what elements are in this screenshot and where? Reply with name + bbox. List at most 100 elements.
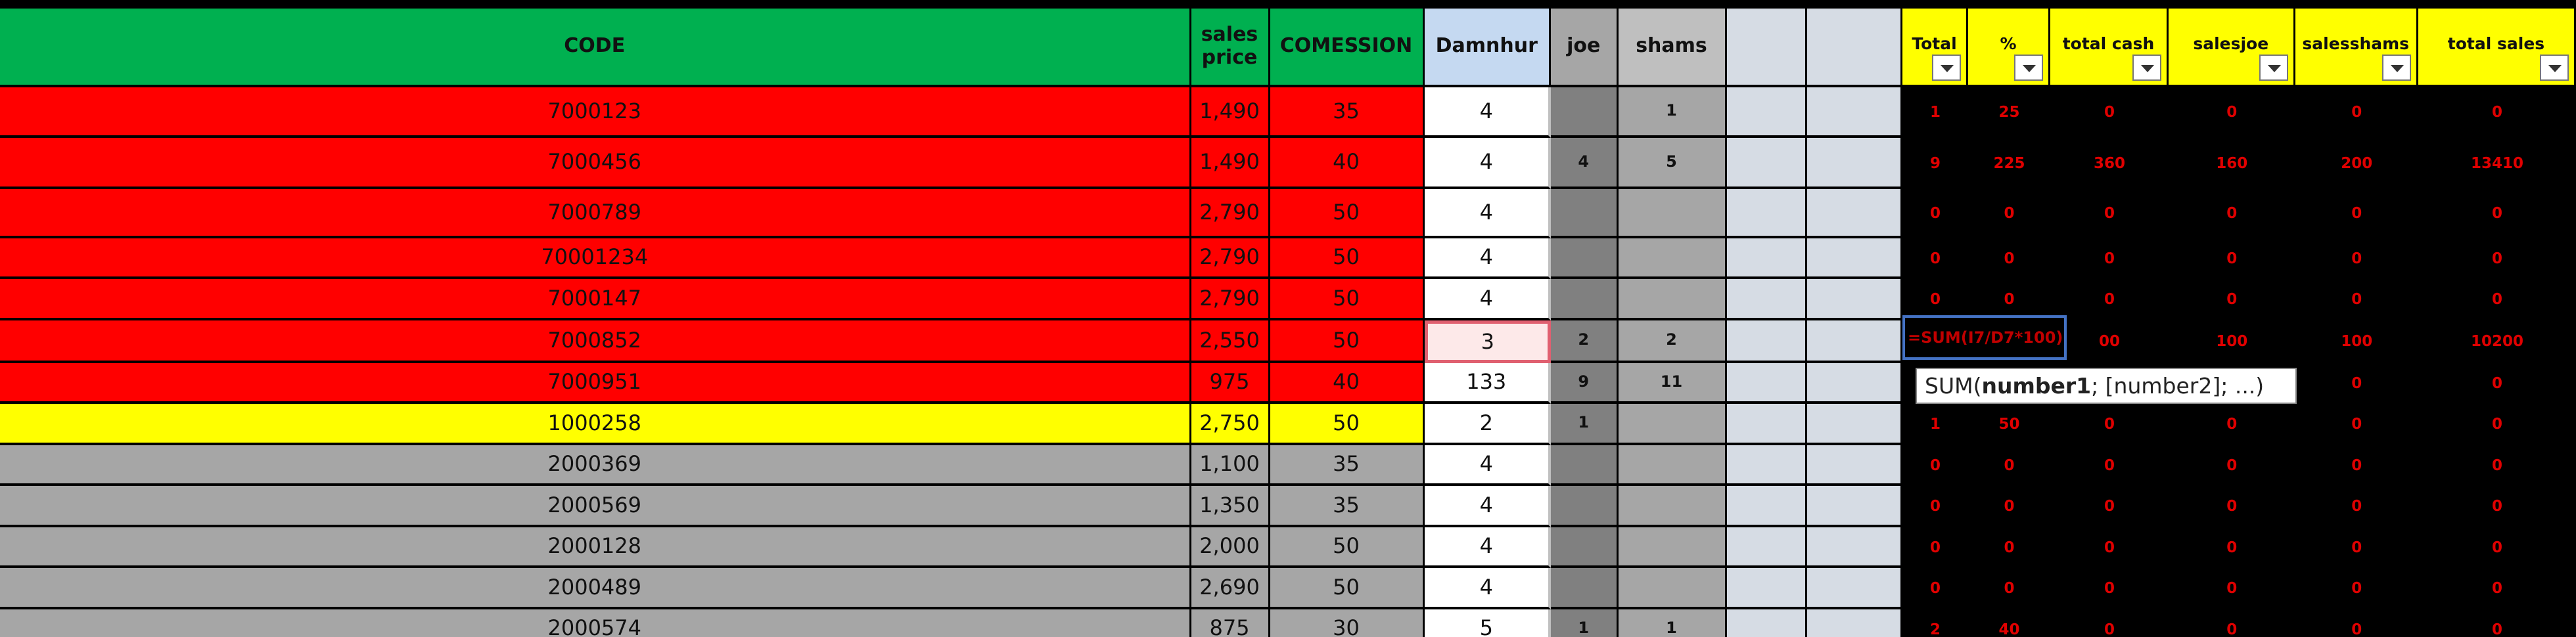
data-cell[interactable]: 4 [1424, 188, 1551, 238]
data-cell[interactable]: 100 [2295, 320, 2418, 363]
data-cell[interactable]: 875 [1191, 609, 1270, 637]
data-cell[interactable] [1807, 445, 1902, 486]
data-cell[interactable]: 0 [2169, 279, 2295, 320]
data-cell[interactable]: 0 [2418, 404, 2576, 445]
data-cell[interactable]: 0 [2295, 568, 2418, 609]
data-cell[interactable]: 2000369 [0, 445, 1191, 486]
data-cell[interactable]: 0 [1968, 568, 2050, 609]
data-cell[interactable]: 4 [1424, 87, 1551, 138]
data-cell[interactable] [1551, 527, 1619, 568]
data-cell[interactable]: 0 [2295, 527, 2418, 568]
data-cell[interactable]: 0 [1968, 188, 2050, 238]
data-cell[interactable]: 0 [2050, 188, 2169, 238]
data-cell[interactable]: 4 [1551, 138, 1619, 189]
data-cell[interactable]: 225 [1968, 138, 2050, 189]
data-cell[interactable]: 2 [1618, 320, 1727, 363]
data-cell[interactable]: 00 [2050, 320, 2169, 363]
data-cell[interactable]: 50 [1270, 568, 1425, 609]
data-cell[interactable] [1551, 188, 1619, 238]
data-cell[interactable] [1807, 87, 1902, 138]
data-cell[interactable] [1551, 238, 1619, 279]
column-header[interactable]: Damnhur [1424, 8, 1551, 87]
data-cell[interactable]: 1 [1902, 404, 1968, 445]
data-cell[interactable]: 35 [1270, 445, 1425, 486]
data-cell[interactable]: 11 [1618, 362, 1727, 404]
data-cell[interactable]: 360 [2050, 138, 2169, 189]
filter-button[interactable] [2382, 54, 2411, 81]
data-cell[interactable] [1807, 568, 1902, 609]
data-cell[interactable]: 7000852 [0, 320, 1191, 363]
data-cell[interactable] [1807, 320, 1902, 363]
data-cell[interactable]: 0 [2295, 362, 2418, 404]
data-cell[interactable]: 4 [1424, 486, 1551, 527]
filter-button[interactable] [2132, 54, 2161, 81]
data-cell[interactable]: 0 [1902, 188, 1968, 238]
data-cell[interactable]: 0 [1968, 486, 2050, 527]
data-cell[interactable]: 35 [1270, 87, 1425, 138]
data-cell[interactable] [1807, 527, 1902, 568]
data-cell[interactable] [1726, 238, 1807, 279]
data-cell[interactable]: 7000456 [0, 138, 1191, 189]
data-cell[interactable]: 0 [2050, 238, 2169, 279]
data-cell[interactable] [1618, 188, 1727, 238]
data-cell[interactable]: 1,490 [1191, 138, 1270, 189]
data-cell[interactable]: 7000147 [0, 279, 1191, 320]
data-cell[interactable]: 50 [1270, 238, 1425, 279]
data-cell[interactable]: 1 [1618, 87, 1727, 138]
data-cell[interactable] [1551, 279, 1619, 320]
data-cell[interactable]: 7000123 [0, 87, 1191, 138]
data-cell[interactable] [1807, 486, 1902, 527]
column-header[interactable]: sales price [1191, 8, 1270, 87]
data-cell[interactable] [1726, 87, 1807, 138]
data-cell[interactable]: 4 [1424, 279, 1551, 320]
data-cell[interactable]: 0 [2050, 279, 2169, 320]
data-cell[interactable]: 1 [1551, 609, 1619, 637]
data-cell[interactable] [1726, 445, 1807, 486]
data-cell[interactable]: 1,490 [1191, 87, 1270, 138]
data-cell[interactable]: 0 [2418, 527, 2576, 568]
data-cell[interactable] [1618, 486, 1727, 527]
column-header[interactable]: total sales [2418, 8, 2576, 87]
data-cell[interactable]: 4 [1424, 238, 1551, 279]
data-cell[interactable] [1618, 527, 1727, 568]
data-cell[interactable]: 7000789 [0, 188, 1191, 238]
data-cell[interactable] [1807, 138, 1902, 189]
data-cell[interactable]: 0 [2050, 404, 2169, 445]
data-cell[interactable]: 5 [1618, 138, 1727, 189]
data-cell[interactable]: 0 [2050, 609, 2169, 637]
data-cell[interactable]: 0 [2169, 609, 2295, 637]
data-cell[interactable]: 1000258 [0, 404, 1191, 445]
data-cell[interactable]: 0 [2295, 87, 2418, 138]
data-cell[interactable]: 200 [2295, 138, 2418, 189]
data-cell[interactable]: 40 [1270, 138, 1425, 189]
data-cell[interactable] [1618, 279, 1727, 320]
data-cell[interactable]: 0 [1902, 527, 1968, 568]
formula-cell[interactable]: =SUM(I7/D7*100) [1902, 315, 2067, 360]
data-cell[interactable]: 2000569 [0, 486, 1191, 527]
data-cell[interactable] [1726, 320, 1807, 363]
data-cell[interactable]: 160 [2169, 138, 2295, 189]
data-cell[interactable]: 2 [1551, 320, 1619, 363]
data-cell[interactable]: 2 [1902, 609, 1968, 637]
data-cell[interactable]: 1,100 [1191, 445, 1270, 486]
data-cell[interactable]: 0 [2050, 486, 2169, 527]
data-cell[interactable] [1726, 527, 1807, 568]
data-cell[interactable]: 2,790 [1191, 279, 1270, 320]
data-cell[interactable]: 0 [2169, 445, 2295, 486]
data-cell[interactable]: 0 [1968, 238, 2050, 279]
data-cell[interactable]: 2,000 [1191, 527, 1270, 568]
data-cell[interactable]: 0 [1902, 279, 1968, 320]
data-cell[interactable]: 1 [1902, 87, 1968, 138]
data-cell[interactable] [1726, 486, 1807, 527]
data-cell[interactable]: 0 [1968, 279, 2050, 320]
data-cell[interactable]: 1 [1618, 609, 1727, 637]
data-cell[interactable]: 2,750 [1191, 404, 1270, 445]
data-cell[interactable]: 2000574 [0, 609, 1191, 637]
data-cell[interactable]: 2,790 [1191, 188, 1270, 238]
data-cell[interactable] [1726, 609, 1807, 637]
data-cell[interactable]: 10200 [2418, 320, 2576, 363]
data-cell[interactable]: 50 [1270, 320, 1425, 363]
data-cell[interactable]: 50 [1270, 527, 1425, 568]
data-cell[interactable]: 0 [2169, 188, 2295, 238]
data-cell[interactable]: 1 [1551, 404, 1619, 445]
